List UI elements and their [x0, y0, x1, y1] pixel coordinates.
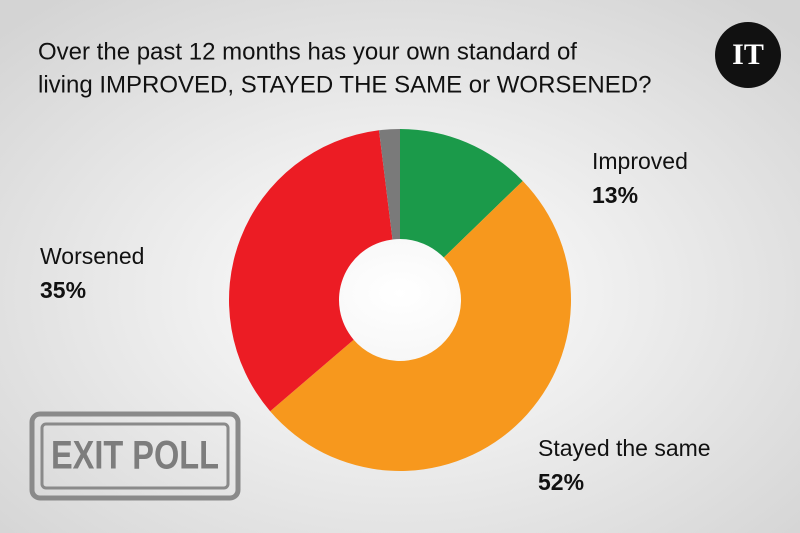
- title-line: Over the past 12 months has your own sta…: [38, 38, 577, 65]
- value-label: 13%: [592, 182, 638, 208]
- donut-slice: [400, 129, 523, 258]
- donut: [229, 129, 571, 472]
- slice-label: Worsened: [40, 243, 144, 269]
- title-line: living IMPROVED, STAYED THE SAME or WORS…: [38, 71, 651, 98]
- slice-label: Improved: [592, 148, 688, 174]
- value-label: 35%: [40, 277, 86, 303]
- logo-text: IT: [732, 38, 764, 71]
- stamp-inner: [40, 422, 230, 490]
- stamp-outer: [29, 411, 241, 501]
- donut-slice: [229, 130, 393, 412]
- logo-circle: [715, 22, 781, 88]
- stamp-text: EXIT POLL: [51, 434, 219, 478]
- slice-label: Stayed the same: [538, 435, 711, 461]
- donut-slice: [378, 129, 400, 240]
- logo: IT: [715, 22, 781, 88]
- donut-slice: [270, 180, 571, 472]
- stamp: EXIT POLL: [29, 411, 241, 501]
- value-label: 52%: [538, 469, 584, 495]
